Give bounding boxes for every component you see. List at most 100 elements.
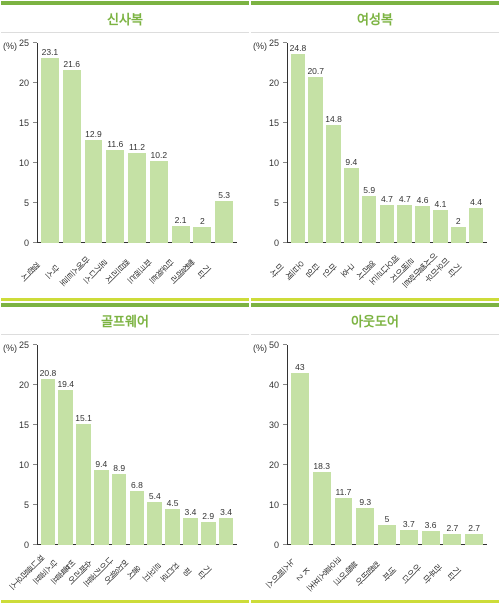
y-axis: 01020304050: [251, 345, 283, 545]
bar: 5.9: [360, 43, 378, 243]
bar-rect: [415, 206, 430, 243]
bar-value-label: 2.9: [202, 511, 214, 521]
bar: 9.3: [354, 345, 376, 545]
footer-accent: [251, 298, 499, 301]
bar-value-label: 2.7: [446, 523, 458, 533]
bar: 21.6: [61, 43, 83, 243]
bar-value-label: 5.4: [149, 491, 161, 501]
bar: 43: [289, 345, 311, 545]
footer-accent: [1, 600, 249, 603]
y-tick-label: 25: [269, 38, 279, 48]
bar: 4.7: [378, 43, 396, 243]
bar: 2: [449, 43, 467, 243]
bar-value-label: 4.7: [399, 194, 411, 204]
bar-rect: [344, 168, 359, 243]
bar-rect: [41, 379, 56, 545]
bar-value-label: 15.1: [75, 413, 92, 423]
bar-rect: [63, 70, 81, 243]
bar-value-label: 11.6: [107, 139, 123, 149]
bar: 10.2: [148, 43, 170, 243]
chart-plot: 0510152025(%)20.819.415.19.48.96.85.44.5…: [37, 345, 237, 545]
y-tick-label: 5: [24, 500, 29, 510]
bar-value-label: 23.1: [42, 47, 59, 57]
bar-value-label: 5.3: [218, 190, 230, 200]
bar-value-label: 20.7: [307, 66, 324, 76]
chart-plot: 0510152025(%)23.121.612.911.611.210.22.1…: [37, 43, 237, 243]
bar-rect: [356, 508, 374, 545]
bar: 2.1: [170, 43, 192, 243]
bar-rect: [215, 201, 233, 243]
bar: 9.4: [92, 345, 110, 545]
footer-accent: [1, 298, 249, 301]
bar: 2.7: [463, 345, 485, 545]
bars-group: 24.820.714.89.45.94.74.74.64.124.4: [287, 43, 487, 243]
y-tick-label: 25: [19, 38, 29, 48]
bar-value-label: 3.7: [403, 519, 415, 529]
bar-rect: [335, 498, 353, 545]
y-tick-label: 0: [274, 238, 279, 248]
bar: 3.4: [217, 345, 235, 545]
y-tick-label: 0: [24, 238, 29, 248]
y-tick-label: 5: [274, 198, 279, 208]
chart-title: 여성복: [251, 5, 499, 33]
bar-value-label: 21.6: [63, 59, 80, 69]
bar-rect: [147, 502, 162, 545]
bar-rect: [313, 472, 331, 545]
bar-value-label: 9.3: [359, 497, 371, 507]
y-tick-label: 30: [269, 420, 279, 430]
bar-rect: [291, 54, 306, 243]
y-tick-label: 25: [19, 340, 29, 350]
bar: 4.1: [432, 43, 450, 243]
bar-value-label: 24.8: [290, 43, 307, 53]
bar: 8.9: [110, 345, 128, 545]
bar-rect: [106, 150, 124, 243]
y-tick-label: 10: [269, 500, 279, 510]
bar-value-label: 11.7: [335, 487, 351, 497]
x-labels: 잭니클라우스닥스골프빈폴골프슈페리어나이키골프먼싱웨어울시르꼬끄잔디로핑기타: [37, 547, 237, 607]
bar-value-label: 3.6: [425, 520, 437, 530]
bar: 6.8: [128, 345, 146, 545]
y-tick-label: 15: [269, 118, 279, 128]
bar-value-label: 9.4: [345, 157, 357, 167]
bar: 12.9: [83, 43, 105, 243]
bar: 11.2: [126, 43, 148, 243]
bar-value-label: 11.2: [129, 142, 145, 152]
bar-value-label: 18.3: [313, 461, 330, 471]
bar-rect: [94, 470, 109, 545]
y-unit-label: (%): [3, 41, 17, 51]
bar-value-label: 19.4: [57, 379, 74, 389]
bar-value-label: 2.7: [468, 523, 480, 533]
y-tick-label: 0: [274, 540, 279, 550]
bar-rect: [469, 208, 484, 243]
bar-value-label: 10.2: [151, 150, 168, 160]
y-axis: 0510152025: [1, 43, 33, 243]
bar: 20.7: [307, 43, 325, 243]
bar-value-label: 2.1: [175, 215, 187, 225]
chart-plot: 01020304050(%)4318.311.79.353.73.62.72.7: [287, 345, 487, 545]
x-labels: 갤럭시닥스마에스트로로가디스캠브리지파크랜드타운젠트빨질레리기타: [37, 245, 237, 305]
bar-value-label: 6.8: [131, 480, 143, 490]
x-labels: 노스페이스K2코오롱스포츠블랙야크컬럼비아네파아이더라푸마기타: [287, 547, 487, 607]
bar: 4.5: [164, 345, 182, 545]
bar: 3.4: [182, 345, 200, 545]
bar-value-label: 12.9: [85, 129, 102, 139]
bar-value-label: 3.4: [220, 507, 232, 517]
y-tick-label: 20: [269, 78, 279, 88]
y-tick-label: 15: [19, 118, 29, 128]
bar-rect: [165, 509, 180, 545]
bar: 14.8: [325, 43, 343, 243]
y-tick-label: 20: [19, 380, 29, 390]
bar-value-label: 14.8: [325, 114, 342, 124]
bar-value-label: 2: [456, 216, 461, 226]
y-axis: 0510152025: [251, 43, 283, 243]
bar-rect: [433, 210, 448, 243]
bar-value-label: 20.8: [40, 368, 57, 378]
bar-rect: [397, 205, 412, 243]
y-tick-label: 40: [269, 380, 279, 390]
bar-rect: [362, 196, 377, 243]
bar-value-label: 5: [385, 514, 390, 524]
bar: 20.8: [39, 345, 57, 545]
bar: 5: [376, 345, 398, 545]
bar-rect: [41, 58, 59, 243]
bar-rect: [219, 518, 234, 545]
